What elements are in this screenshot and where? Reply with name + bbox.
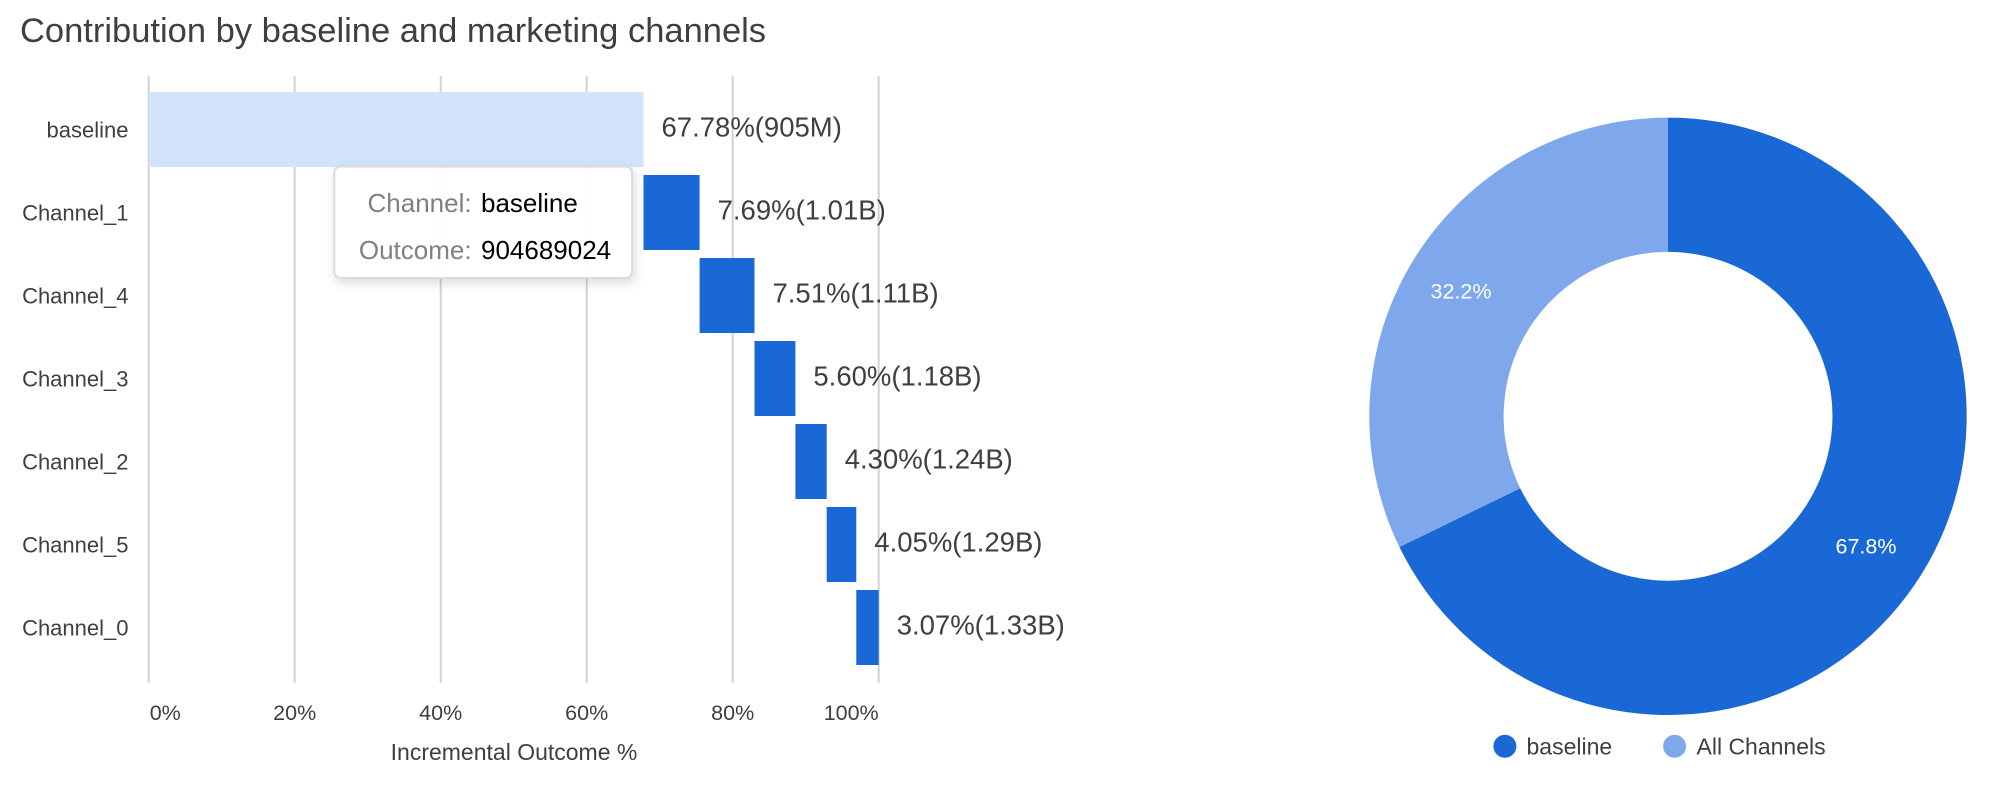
svg-text:7.51%(1.11B): 7.51%(1.11B) (773, 278, 939, 309)
svg-text:Incremental Outcome %: Incremental Outcome % (391, 739, 638, 765)
svg-text:5.60%(1.18B): 5.60%(1.18B) (813, 361, 981, 392)
svg-text:20%: 20% (273, 701, 316, 725)
svg-text:3.07%(1.33B): 3.07%(1.33B) (897, 610, 1065, 641)
svg-text:4.30%(1.24B): 4.30%(1.24B) (845, 444, 1013, 475)
svg-text:Contribution by baseline and m: Contribution by baseline and marketing c… (20, 12, 766, 50)
svg-text:baseline: baseline (1527, 734, 1613, 760)
svg-text:60%: 60% (565, 701, 608, 725)
svg-text:67.78%(905M): 67.78%(905M) (662, 112, 842, 143)
svg-text:Outcome:: Outcome: (359, 235, 472, 265)
svg-text:Channel:: Channel: (368, 188, 472, 218)
svg-text:Channel_2: Channel_2 (22, 450, 128, 475)
svg-text:baseline: baseline (47, 118, 129, 143)
svg-text:Channel_5: Channel_5 (22, 533, 128, 558)
svg-text:904689024: 904689024 (481, 235, 611, 265)
svg-text:32.2%: 32.2% (1431, 279, 1492, 303)
svg-text:Channel_0: Channel_0 (22, 616, 128, 641)
svg-text:100%: 100% (824, 701, 879, 725)
svg-text:80%: 80% (711, 701, 754, 725)
svg-text:7.69%(1.01B): 7.69%(1.01B) (718, 195, 886, 226)
svg-text:Channel_1: Channel_1 (22, 201, 128, 226)
svg-text:40%: 40% (419, 701, 462, 725)
svg-text:0%: 0% (150, 701, 181, 725)
svg-text:Channel_3: Channel_3 (22, 367, 128, 392)
svg-text:Channel_4: Channel_4 (22, 284, 128, 309)
svg-text:All Channels: All Channels (1697, 734, 1826, 760)
svg-text:67.8%: 67.8% (1836, 535, 1897, 559)
svg-text:4.05%(1.29B): 4.05%(1.29B) (874, 527, 1042, 558)
svg-text:baseline: baseline (481, 188, 578, 218)
